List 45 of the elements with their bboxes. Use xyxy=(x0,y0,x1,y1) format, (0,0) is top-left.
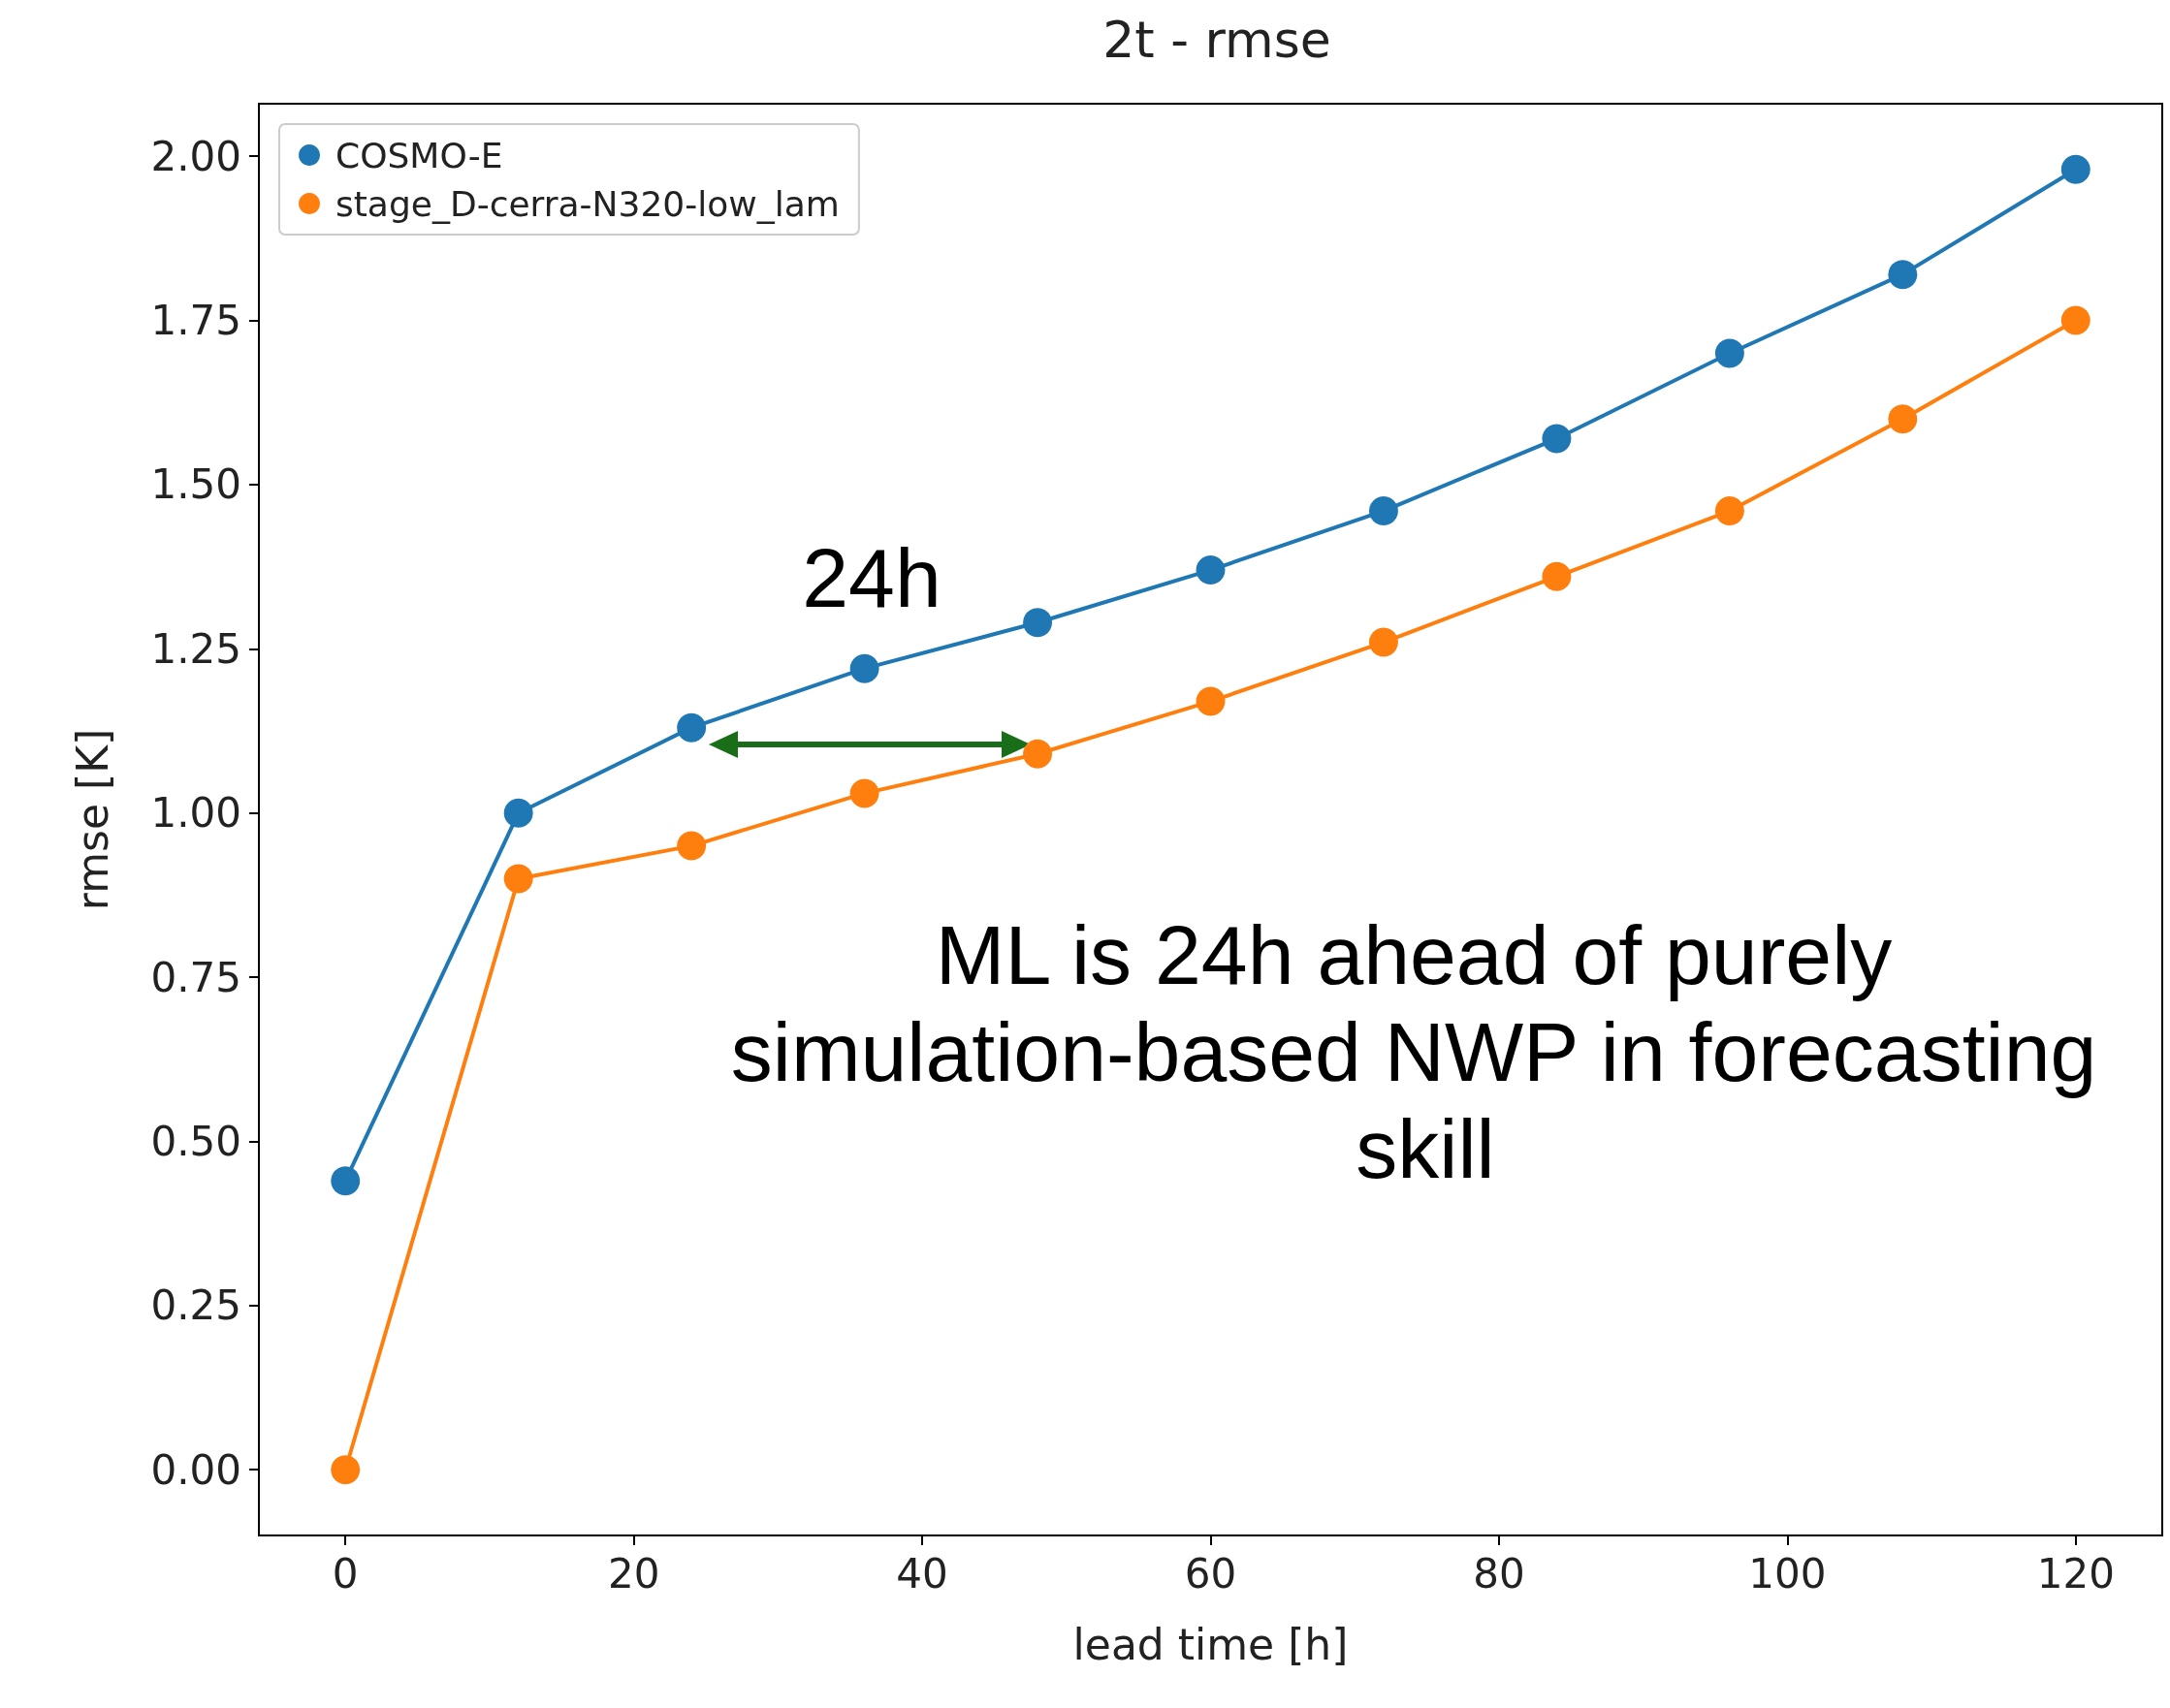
x-tick-label: 60 xyxy=(1184,1549,1237,1597)
point xyxy=(1888,404,1918,434)
point xyxy=(1714,496,1744,526)
point xyxy=(503,798,533,828)
y-tick-label: 1.00 xyxy=(150,789,241,838)
point xyxy=(503,864,533,894)
x-axis-title: lead time [h] xyxy=(1072,1619,1349,1669)
y-tick-label: 0.00 xyxy=(150,1445,241,1494)
point xyxy=(1023,608,1053,638)
annotation: ML is 24h ahead of purely simulation-based NWP in forecasting skill xyxy=(730,908,2121,1195)
point xyxy=(849,653,879,683)
point xyxy=(1542,424,1572,454)
y-tick-label: 0.75 xyxy=(150,953,241,1001)
point xyxy=(331,1455,361,1485)
annotation: 24h xyxy=(802,531,941,624)
point xyxy=(1023,739,1053,769)
point xyxy=(1196,555,1226,585)
point xyxy=(1368,496,1398,526)
y-axis-title: rmse [K] xyxy=(67,728,117,911)
y-tick-label: 0.25 xyxy=(150,1281,241,1330)
legend-label: stage_D-cerra-N320-low_lam xyxy=(335,183,840,224)
point xyxy=(849,778,879,808)
chart-title: 2t - rmse xyxy=(1102,11,1331,69)
point xyxy=(1714,338,1744,368)
y-tick-label: 0.50 xyxy=(150,1117,241,1165)
x-tick-label: 100 xyxy=(1748,1549,1827,1597)
x-tick-label: 120 xyxy=(2036,1549,2115,1597)
point xyxy=(1542,561,1572,591)
point xyxy=(331,1166,361,1196)
x-tick-label: 80 xyxy=(1473,1549,1525,1597)
point xyxy=(1888,260,1918,290)
point xyxy=(677,831,707,861)
point xyxy=(1368,627,1398,657)
x-tick-label: 0 xyxy=(332,1549,359,1597)
point xyxy=(2060,154,2090,184)
x-tick-label: 40 xyxy=(896,1549,948,1597)
x-tick-label: 20 xyxy=(607,1549,660,1597)
y-tick-label: 1.75 xyxy=(150,297,241,345)
y-tick-label: 1.25 xyxy=(150,624,241,673)
y-tick-label: 1.50 xyxy=(150,460,241,509)
point xyxy=(1196,686,1226,716)
y-tick-label: 2.00 xyxy=(150,132,241,180)
point xyxy=(2060,305,2090,335)
legend-label: COSMO-E xyxy=(335,135,503,175)
point xyxy=(677,712,707,743)
